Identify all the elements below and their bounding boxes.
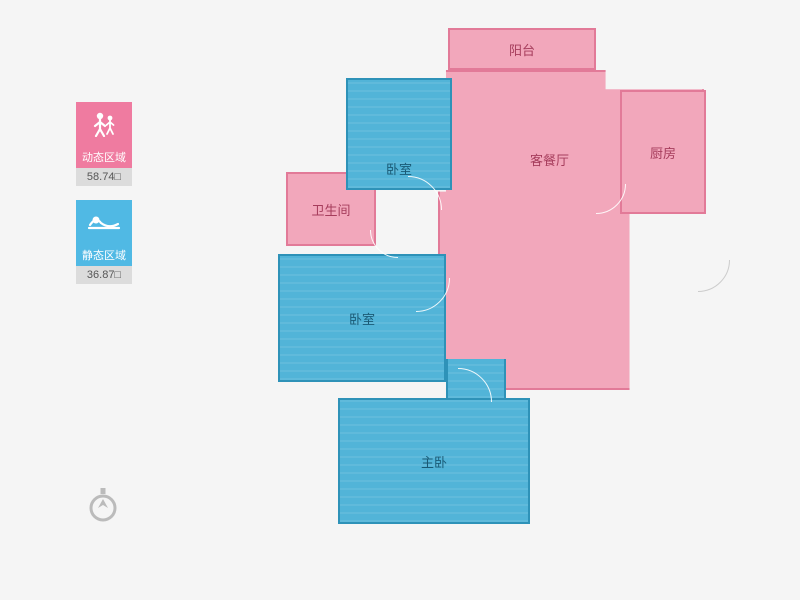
legend-static: 静态区域 36.87□: [76, 200, 132, 284]
room-bedroom-mid: 卧室: [278, 254, 446, 382]
door-arc: [698, 260, 730, 292]
room-kitchen-label: 厨房: [650, 143, 676, 162]
legend-static-value: 36.87□: [76, 266, 132, 284]
door-arc: [370, 230, 398, 258]
room-living-label: 客餐厅: [530, 150, 569, 169]
door-arc: [458, 368, 492, 402]
legend-static-label: 静态区域: [76, 244, 132, 266]
legend-dynamic-icon-box: [76, 102, 132, 146]
door-arc: [416, 278, 450, 312]
people-icon: [89, 111, 119, 137]
room-bedroom-top: 卧室: [346, 78, 452, 190]
legend-dynamic-value: 58.74□: [76, 168, 132, 186]
legend-dynamic-label: 动态区域: [76, 146, 132, 168]
legend-static-icon-box: [76, 200, 132, 244]
room-master-label: 主卧: [421, 452, 447, 471]
door-arc: [596, 184, 626, 214]
room-balcony-label: 阳台: [509, 40, 535, 59]
room-master: 主卧: [338, 398, 530, 524]
compass-icon: [88, 488, 118, 529]
sleep-icon: [87, 211, 121, 233]
room-bath-label: 卫生间: [311, 200, 350, 219]
legend-dynamic: 动态区域 58.74□: [76, 102, 132, 186]
room-bedroom-mid-label: 卧室: [349, 309, 375, 328]
room-kitchen: 厨房: [620, 90, 706, 214]
room-balcony: 阳台: [448, 28, 596, 70]
floor-plan: 客餐厅 阳台 厨房 卫生间 卧室 卧室 主卧: [230, 20, 750, 568]
door-arc: [408, 176, 442, 210]
